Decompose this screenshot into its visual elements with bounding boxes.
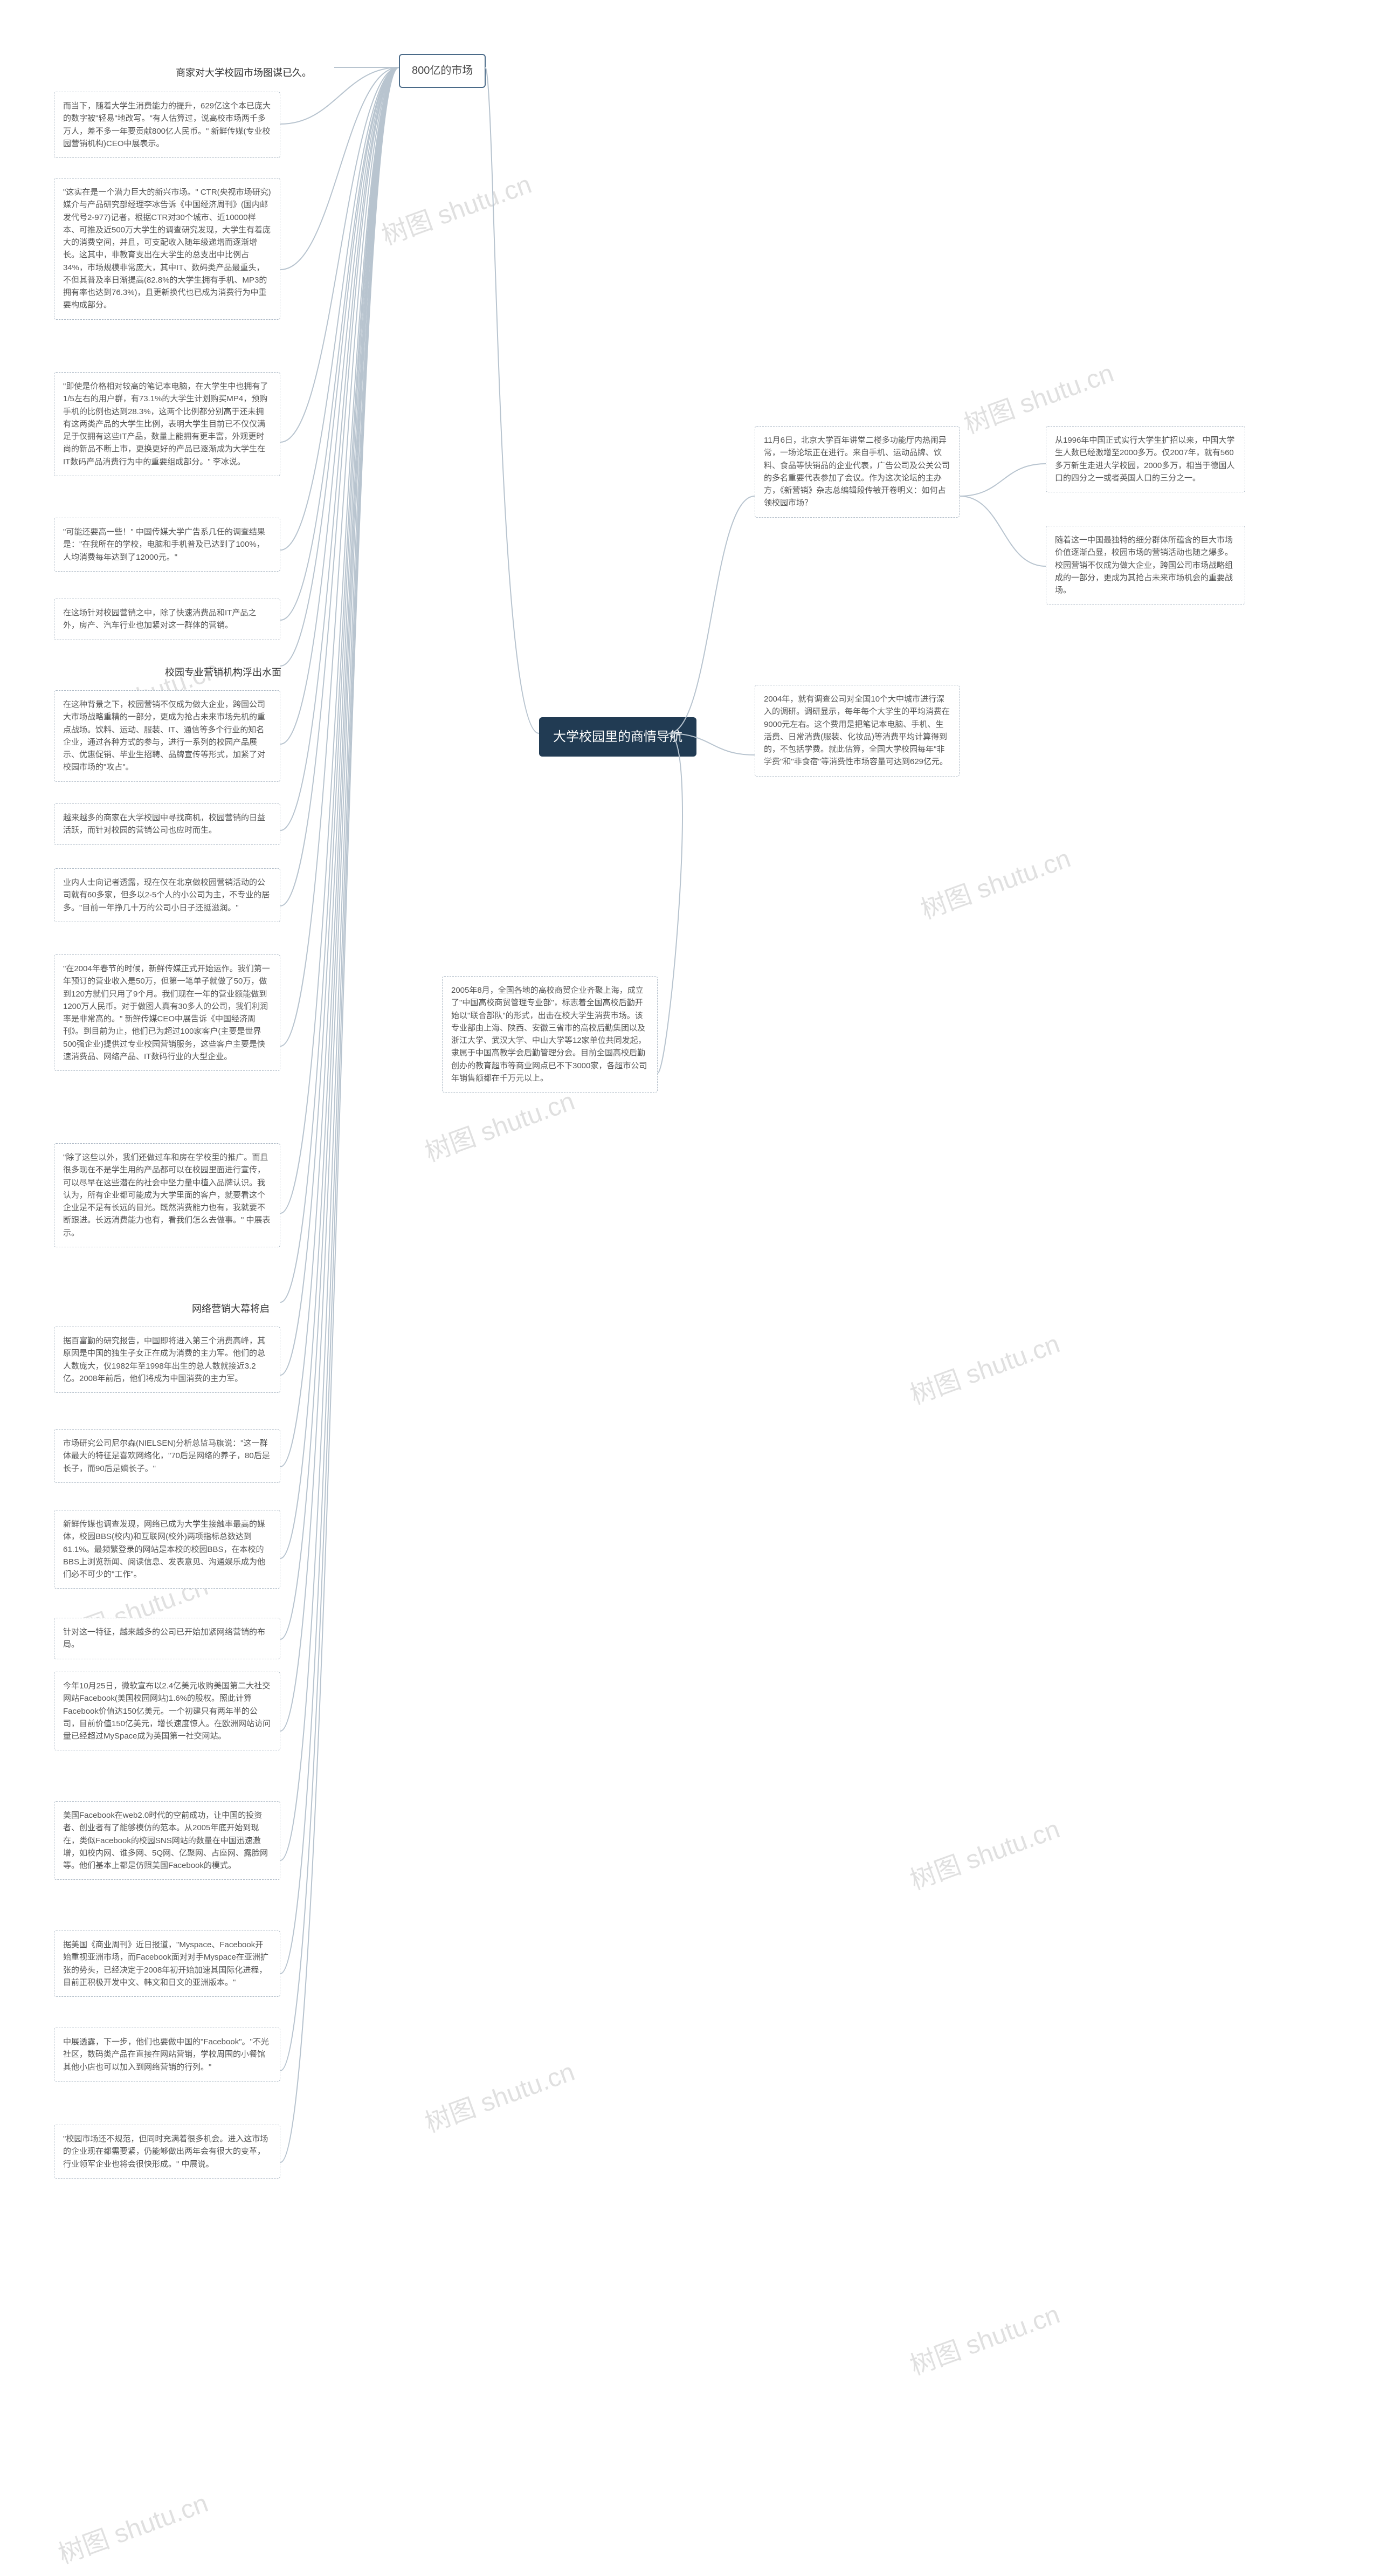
left-leaf-l19[interactable]: 据美国《商业周刊》近日报道，"Myspace、Facebook开始重视亚洲市场，… [54, 1931, 280, 1997]
left-leaf-l1[interactable]: 而当下，随着大学生消费能力的提升，629亿这个本已庞大的数字被"轻易"地改写。"… [54, 92, 280, 158]
watermark: 树图 shutu.cn [376, 163, 536, 252]
root-node[interactable]: 大学校园里的商情导航 [539, 717, 696, 757]
watermark: 树图 shutu.cn [419, 1080, 579, 1169]
left-leaf-l18[interactable]: 美国Facebook在web2.0时代的空前成功，让中国的投资者、创业者有了能够… [54, 1801, 280, 1880]
right-node-r2[interactable]: 2004年，就有调查公司对全国10个大中城市进行深入的调研。调研显示，每年每个大… [755, 685, 960, 777]
watermark: 树图 shutu.cn [904, 2293, 1064, 2382]
left-leaf-l10[interactable]: "在2004年春节的时候，新鲜传媒正式开始运作。我们第一年预订的营业收入是50万… [54, 954, 280, 1071]
left-leaf-l5[interactable]: 在这场针对校园营销之中，除了快速消费品和IT产品之外，房产、汽车行业也加紧对这一… [54, 599, 280, 640]
right-sub-rr1[interactable]: 从1996年中国正式实行大学生扩招以来，中国大学生人数已经激增至2000多万。仅… [1046, 426, 1245, 492]
right-node-r3[interactable]: 2005年8月，全国各地的高校商贸企业齐聚上海，成立了"中国高校商贸管理专业部"… [442, 976, 658, 1093]
right-node-r1[interactable]: 11月6日，北京大学百年讲堂二楼多功能厅内热闹异常，一场论坛正在进行。来自手机、… [755, 426, 960, 518]
left-leaf-l16[interactable]: 针对这一特征，越来越多的公司已开始加紧网络营销的布局。 [54, 1618, 280, 1659]
left-leaf-l14[interactable]: 市场研究公司尼尔森(NIELSEN)分析总监马旗说："这一群体最大的特征是喜欢网… [54, 1429, 280, 1483]
left-leaf-l9[interactable]: 业内人士向记者透露，现在仅在北京做校园营销活动的公司就有60多家，但多以2-5个… [54, 868, 280, 922]
left-heading-l6: 校园专业营销机构浮出水面 [156, 658, 290, 688]
left-leaf-l3[interactable]: "即使是价格相对较高的笔记本电脑，在大学生中也拥有了1/5左右的用户群，有73.… [54, 372, 280, 476]
left-leaf-l13[interactable]: 据百富勤的研究报告，中国即将进入第三个消费高峰，其原因是中国的独生子女正在成为消… [54, 1327, 280, 1393]
left-leaf-l20[interactable]: 中展透露，下一步，他们也要做中国的"Facebook"。"不光社区，数码类产品在… [54, 2028, 280, 2082]
right-sub-rr2[interactable]: 随着这一中国最独特的细分群体所蕴含的巨大市场价值逐渐凸显，校园市场的营销活动也随… [1046, 526, 1245, 604]
left-sub-market800[interactable]: 800亿的市场 [399, 54, 486, 88]
watermark: 树图 shutu.cn [419, 2050, 579, 2139]
left-leaf-l7[interactable]: 在这种背景之下，校园营销不仅成为做大企业，跨国公司大市场战略重精的一部分，更成为… [54, 690, 280, 782]
watermark: 树图 shutu.cn [904, 1808, 1064, 1897]
left-leaf-l4[interactable]: "可能还要高一些！" 中国传媒大学广告系几任的调查结果是："在我所在的学校，电脑… [54, 518, 280, 572]
left-leaf-l17[interactable]: 今年10月25日，微软宣布以2.4亿美元收购美国第二大社交网站Facebook(… [54, 1672, 280, 1750]
left-leaf-l8[interactable]: 越来越多的商家在大学校园中寻找商机，校园营销的日益活跃，而针对校园的营销公司也应… [54, 803, 280, 845]
left-leaf-l11[interactable]: "除了这些以外，我们还做过车和房在学校里的推广。而且很多现在不是学生用的产品都可… [54, 1143, 280, 1247]
watermark: 树图 shutu.cn [915, 837, 1075, 926]
left-leaf-l2[interactable]: "这实在是一个潜力巨大的新兴市场。" CTR(央视市场研究)媒介与产品研究部经理… [54, 178, 280, 320]
left-leaf-l21[interactable]: "校园市场还不规范，但同时充满着很多机会。进入这市场的企业现在都需要紧，仍能够做… [54, 2125, 280, 2179]
left-heading-l12: 网络营销大幕将启 [183, 1294, 278, 1324]
watermark: 树图 shutu.cn [904, 1322, 1064, 1411]
left-leaf-l15[interactable]: 新鲜传媒也调查发现，网络已成为大学生接触率最高的媒体，校园BBS(校内)和互联网… [54, 1510, 280, 1589]
watermark: 树图 shutu.cn [52, 2482, 212, 2571]
left-heading-l0: 商家对大学校园市场图谋已久。 [167, 58, 320, 88]
